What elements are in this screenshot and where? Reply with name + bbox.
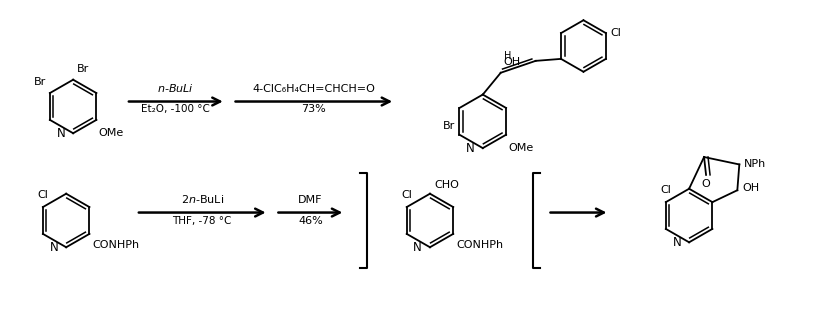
Text: OH: OH — [743, 183, 759, 193]
Text: 46%: 46% — [298, 215, 323, 226]
Text: Br: Br — [444, 121, 455, 131]
Text: Et₂O, -100 °C: Et₂O, -100 °C — [141, 105, 210, 115]
Text: N: N — [50, 241, 58, 254]
Text: N: N — [672, 236, 681, 249]
Text: Br: Br — [34, 77, 46, 87]
Text: N: N — [466, 142, 475, 155]
Text: Cl: Cl — [660, 185, 671, 195]
Text: $n$-BuLi: $n$-BuLi — [157, 82, 194, 94]
Text: OMe: OMe — [98, 128, 123, 138]
Text: H: H — [504, 51, 511, 61]
Text: OH: OH — [504, 57, 521, 67]
Text: CONHPh: CONHPh — [456, 240, 503, 250]
Text: 73%: 73% — [302, 105, 326, 115]
Text: Cl: Cl — [610, 28, 621, 38]
Text: CONHPh: CONHPh — [92, 240, 139, 250]
Text: N: N — [413, 241, 422, 254]
Text: 4-ClC₆H₄CH=CHCH=O: 4-ClC₆H₄CH=CHCH=O — [252, 83, 375, 94]
Text: Cl: Cl — [38, 190, 49, 200]
Text: OMe: OMe — [508, 143, 533, 153]
Text: DMF: DMF — [298, 195, 323, 204]
Text: THF, -78 °C: THF, -78 °C — [172, 215, 232, 226]
Text: O: O — [701, 179, 711, 189]
Text: Br: Br — [77, 64, 89, 74]
Text: Cl: Cl — [402, 190, 412, 200]
Text: NPh: NPh — [744, 160, 767, 169]
Text: N: N — [56, 127, 66, 140]
Text: CHO: CHO — [434, 180, 459, 190]
Text: 2$n$-BuLi: 2$n$-BuLi — [181, 193, 223, 204]
